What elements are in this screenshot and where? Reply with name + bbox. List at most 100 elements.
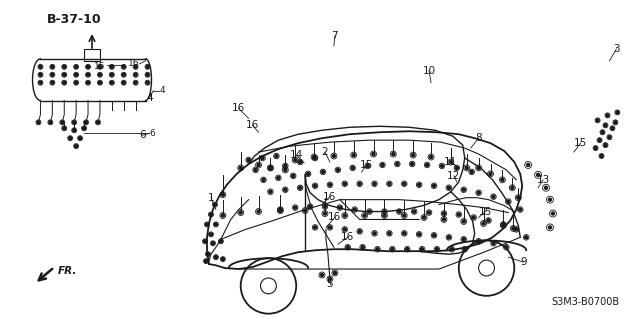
Circle shape bbox=[122, 81, 125, 84]
Circle shape bbox=[110, 65, 113, 68]
Circle shape bbox=[146, 81, 149, 84]
Circle shape bbox=[333, 271, 337, 274]
Circle shape bbox=[205, 260, 207, 263]
Text: 13: 13 bbox=[536, 175, 550, 185]
Circle shape bbox=[294, 206, 297, 209]
Text: 4: 4 bbox=[159, 86, 165, 95]
Circle shape bbox=[449, 160, 452, 163]
Circle shape bbox=[428, 211, 431, 214]
Circle shape bbox=[134, 81, 137, 84]
Circle shape bbox=[75, 81, 77, 84]
Circle shape bbox=[51, 81, 54, 84]
Circle shape bbox=[269, 167, 272, 169]
Circle shape bbox=[257, 163, 260, 167]
Circle shape bbox=[462, 220, 465, 223]
Circle shape bbox=[299, 160, 301, 163]
Circle shape bbox=[279, 208, 282, 211]
Text: FR.: FR. bbox=[58, 266, 77, 276]
Circle shape bbox=[299, 186, 301, 189]
Circle shape bbox=[594, 147, 597, 150]
Circle shape bbox=[519, 208, 522, 211]
Circle shape bbox=[512, 227, 515, 230]
Circle shape bbox=[433, 184, 435, 187]
Circle shape bbox=[525, 236, 527, 239]
Circle shape bbox=[366, 165, 369, 167]
Circle shape bbox=[209, 213, 212, 216]
Circle shape bbox=[110, 73, 113, 76]
Circle shape bbox=[426, 163, 429, 167]
Circle shape bbox=[83, 127, 86, 130]
Circle shape bbox=[411, 162, 413, 166]
Text: 15: 15 bbox=[479, 206, 492, 217]
Circle shape bbox=[343, 228, 346, 231]
Circle shape bbox=[511, 186, 514, 189]
Circle shape bbox=[239, 167, 242, 169]
Circle shape bbox=[269, 190, 272, 193]
Circle shape bbox=[262, 178, 265, 181]
Circle shape bbox=[440, 165, 444, 167]
Circle shape bbox=[75, 65, 77, 68]
Circle shape bbox=[604, 124, 607, 127]
Circle shape bbox=[465, 167, 468, 169]
Text: 6: 6 bbox=[140, 130, 146, 140]
Circle shape bbox=[332, 154, 335, 158]
Circle shape bbox=[110, 81, 113, 84]
Circle shape bbox=[368, 210, 371, 213]
Circle shape bbox=[462, 188, 465, 191]
Circle shape bbox=[221, 214, 225, 217]
Text: 6: 6 bbox=[150, 129, 156, 138]
Circle shape bbox=[398, 210, 401, 213]
Circle shape bbox=[321, 273, 323, 277]
Circle shape bbox=[403, 232, 406, 235]
Text: 11: 11 bbox=[444, 157, 458, 167]
Circle shape bbox=[477, 191, 480, 194]
Circle shape bbox=[596, 119, 599, 122]
Circle shape bbox=[86, 65, 90, 68]
Circle shape bbox=[146, 65, 149, 68]
Text: 9: 9 bbox=[520, 257, 527, 267]
Circle shape bbox=[353, 208, 356, 211]
Circle shape bbox=[601, 131, 604, 134]
Circle shape bbox=[616, 111, 619, 114]
Circle shape bbox=[207, 253, 209, 256]
Circle shape bbox=[552, 212, 554, 215]
Circle shape bbox=[308, 205, 312, 208]
Circle shape bbox=[284, 168, 287, 171]
Circle shape bbox=[447, 186, 451, 189]
Text: 16: 16 bbox=[246, 120, 259, 130]
Text: S3M3-B0700B: S3M3-B0700B bbox=[551, 297, 620, 307]
Circle shape bbox=[343, 182, 346, 185]
Circle shape bbox=[75, 145, 77, 148]
Text: 16: 16 bbox=[323, 192, 337, 202]
Circle shape bbox=[214, 256, 218, 259]
Circle shape bbox=[516, 196, 520, 199]
Circle shape bbox=[39, 73, 42, 76]
Circle shape bbox=[403, 182, 406, 185]
Circle shape bbox=[458, 213, 460, 216]
Bar bbox=[84, 49, 100, 61]
Circle shape bbox=[433, 234, 435, 237]
Circle shape bbox=[351, 167, 354, 169]
Circle shape bbox=[307, 172, 310, 175]
Circle shape bbox=[614, 121, 617, 124]
Circle shape bbox=[134, 73, 137, 76]
Circle shape bbox=[51, 73, 54, 76]
Circle shape bbox=[211, 242, 214, 245]
Circle shape bbox=[447, 236, 451, 239]
Circle shape bbox=[209, 233, 212, 236]
Circle shape bbox=[303, 209, 307, 212]
Circle shape bbox=[463, 248, 466, 251]
Circle shape bbox=[548, 198, 552, 201]
Circle shape bbox=[63, 73, 66, 76]
Circle shape bbox=[492, 195, 495, 198]
Circle shape bbox=[507, 200, 510, 203]
Circle shape bbox=[536, 174, 540, 176]
Circle shape bbox=[277, 176, 280, 179]
Circle shape bbox=[257, 210, 260, 213]
Circle shape bbox=[122, 73, 125, 76]
Circle shape bbox=[284, 165, 287, 167]
Circle shape bbox=[388, 182, 391, 185]
Text: 12: 12 bbox=[447, 171, 460, 181]
Circle shape bbox=[261, 157, 264, 160]
Text: 7: 7 bbox=[332, 31, 338, 41]
